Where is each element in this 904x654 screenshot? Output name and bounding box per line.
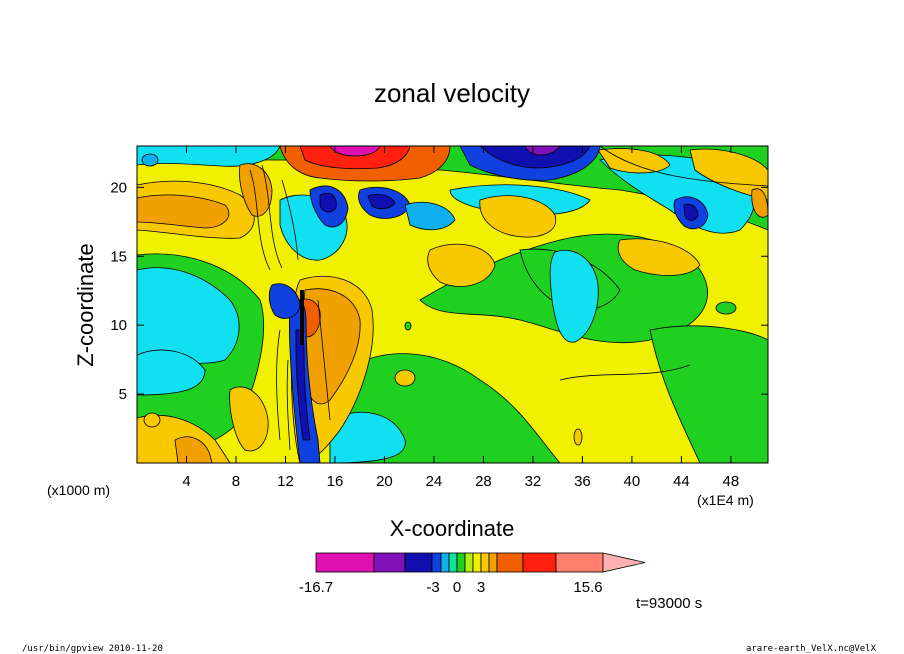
colorbar-segment	[488, 552, 498, 573]
colorbar-segment	[373, 552, 406, 573]
colorbar	[315, 552, 646, 573]
x-tick-label: 32	[525, 473, 542, 490]
colorbar-segment	[448, 552, 458, 573]
y-tick-label: 20	[110, 179, 127, 196]
colorbar-extension-arrow	[602, 552, 646, 573]
x-tick-label: 16	[327, 473, 344, 490]
colorbar-segment	[456, 552, 466, 573]
colorbar-labels: -16.7 -3 0 3 15.6	[299, 579, 603, 596]
x-tick-label: 36	[574, 473, 591, 490]
x-tick-label: 12	[277, 473, 294, 490]
time-label: t=93000 s	[636, 595, 702, 612]
x-axis: 4 8 12 16 20 24 28 32 36 40 44 48	[182, 146, 739, 490]
colorbar-segment	[480, 552, 490, 573]
x-tick-label: 40	[624, 473, 641, 490]
colorbar-segment	[496, 552, 524, 573]
colorbar-segment	[472, 552, 482, 573]
footer-left: /usr/bin/gpview 2010-11-20	[22, 644, 163, 654]
x-tick-label: 8	[232, 473, 240, 490]
x-tick-label: 4	[182, 473, 190, 490]
colorbar-segment	[555, 552, 604, 573]
x-axis-title: X-coordinate	[390, 516, 515, 541]
colorbar-label: 3	[477, 579, 485, 596]
contour-field	[137, 146, 768, 463]
x-unit-note: (x1000 m)	[47, 482, 110, 498]
x-tick-label: 48	[723, 473, 740, 490]
colorbar-label: 0	[453, 579, 461, 596]
chart-title: zonal velocity	[374, 78, 530, 108]
y-tick-label: 10	[110, 317, 127, 334]
colorbar-segment	[522, 552, 557, 573]
colorbar-segment	[315, 552, 375, 573]
x-tick-label: 28	[475, 473, 492, 490]
colorbar-label: 15.6	[573, 579, 602, 596]
y-tick-label: 5	[119, 386, 127, 403]
colorbar-label: -16.7	[299, 579, 333, 596]
colorbar-segment	[431, 552, 442, 573]
y-axis-title: Z-coordinate	[73, 243, 98, 367]
x-tick-label: 20	[376, 473, 393, 490]
colorbar-segment	[404, 552, 433, 573]
y-tick-label: 15	[110, 248, 127, 265]
colorbar-segment	[440, 552, 450, 573]
x-tick-label: 44	[673, 473, 690, 490]
x-tick-label: 24	[426, 473, 443, 490]
footer-right: arare-earth_VelX.nc@VelX	[746, 644, 877, 654]
x-scale-note: (x1E4 m)	[697, 492, 754, 508]
y-axis: 5 10 15 20	[110, 179, 768, 403]
colorbar-label: -3	[426, 579, 439, 596]
colorbar-segment	[464, 552, 474, 573]
plot-frame	[136, 145, 769, 464]
